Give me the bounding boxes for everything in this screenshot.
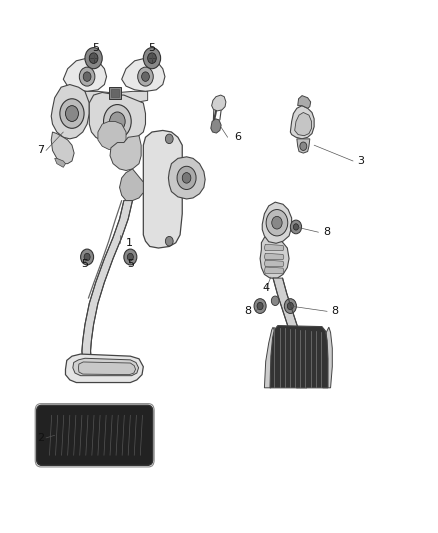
Bar — [109, 87, 121, 99]
Polygon shape — [51, 132, 74, 164]
Circle shape — [177, 166, 196, 190]
Polygon shape — [265, 244, 284, 251]
Circle shape — [166, 134, 173, 143]
Polygon shape — [82, 200, 133, 373]
Text: 7: 7 — [37, 146, 44, 156]
Text: 4: 4 — [262, 282, 269, 293]
Polygon shape — [270, 326, 328, 388]
Text: 8: 8 — [323, 227, 330, 237]
Circle shape — [284, 298, 297, 313]
Text: 1: 1 — [126, 238, 133, 248]
Polygon shape — [295, 112, 311, 136]
Circle shape — [254, 298, 266, 313]
Text: 5: 5 — [81, 259, 88, 269]
Circle shape — [287, 302, 293, 310]
Circle shape — [124, 249, 137, 265]
Circle shape — [83, 72, 91, 82]
Circle shape — [266, 209, 288, 236]
Polygon shape — [297, 139, 310, 153]
Polygon shape — [143, 131, 182, 248]
Polygon shape — [110, 136, 141, 171]
Circle shape — [148, 53, 156, 63]
Circle shape — [84, 253, 90, 261]
Polygon shape — [323, 327, 332, 388]
Polygon shape — [66, 354, 143, 383]
Text: 5: 5 — [127, 259, 134, 269]
Circle shape — [290, 220, 302, 234]
Text: 8: 8 — [244, 306, 251, 316]
Circle shape — [81, 249, 94, 265]
Bar — [111, 90, 119, 96]
Polygon shape — [262, 202, 292, 243]
Polygon shape — [89, 92, 145, 142]
Polygon shape — [290, 106, 314, 139]
Circle shape — [272, 216, 282, 229]
Circle shape — [110, 112, 125, 131]
Text: 5: 5 — [92, 43, 99, 53]
Polygon shape — [78, 362, 135, 375]
Circle shape — [79, 67, 95, 86]
Polygon shape — [265, 253, 284, 260]
Polygon shape — [265, 327, 275, 388]
Circle shape — [141, 72, 149, 82]
Polygon shape — [212, 95, 226, 111]
Text: 3: 3 — [357, 156, 364, 166]
Circle shape — [293, 224, 299, 230]
Circle shape — [138, 67, 153, 86]
Polygon shape — [51, 85, 89, 139]
Polygon shape — [122, 58, 165, 91]
Polygon shape — [98, 122, 126, 149]
Polygon shape — [55, 158, 66, 167]
Polygon shape — [73, 358, 138, 376]
Circle shape — [166, 237, 173, 246]
Polygon shape — [273, 278, 306, 388]
Circle shape — [89, 53, 98, 63]
Circle shape — [300, 142, 307, 150]
Polygon shape — [265, 260, 284, 266]
Text: 5: 5 — [148, 43, 155, 53]
Polygon shape — [120, 169, 143, 200]
Polygon shape — [64, 58, 106, 91]
Circle shape — [127, 253, 134, 261]
Circle shape — [271, 296, 279, 305]
Circle shape — [85, 47, 102, 69]
Polygon shape — [168, 157, 205, 199]
Polygon shape — [211, 119, 221, 133]
Polygon shape — [265, 267, 284, 273]
Text: 6: 6 — [234, 132, 241, 142]
Circle shape — [66, 106, 78, 122]
Polygon shape — [78, 91, 148, 104]
Circle shape — [103, 104, 131, 139]
Text: 8: 8 — [332, 306, 339, 316]
Circle shape — [182, 173, 191, 183]
Polygon shape — [298, 95, 311, 108]
Text: 2: 2 — [37, 433, 44, 443]
Circle shape — [143, 47, 161, 69]
FancyBboxPatch shape — [36, 405, 153, 465]
Circle shape — [60, 99, 84, 128]
Circle shape — [257, 302, 263, 310]
Polygon shape — [260, 235, 289, 278]
